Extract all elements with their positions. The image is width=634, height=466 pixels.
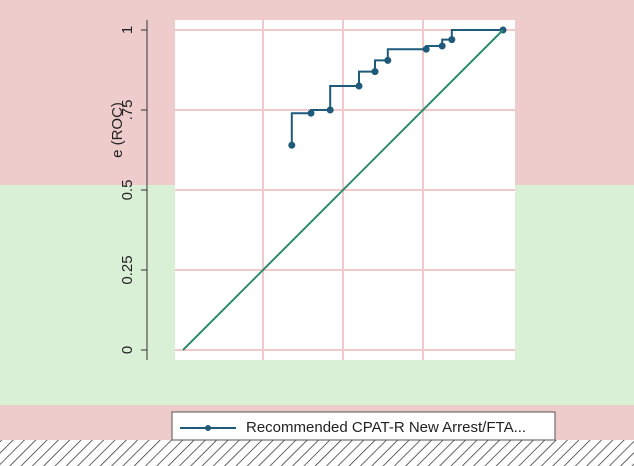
y-tick-label: 0.25 — [119, 255, 136, 284]
series-line — [182, 29, 504, 351]
legend: Recommended CPAT-R New Arrest/FTA... — [171, 411, 556, 441]
legend-marker — [205, 425, 211, 431]
y-tick-label: 0.5 — [119, 180, 136, 201]
point — [438, 42, 446, 50]
point — [371, 68, 379, 76]
y-tick-label: 0 — [119, 346, 136, 354]
legend-label: Recommended CPAT-R New Arrest/FTA... — [246, 419, 526, 436]
point — [326, 106, 334, 114]
point — [448, 36, 456, 44]
point — [355, 82, 363, 90]
point — [307, 109, 315, 117]
legend-box — [171, 411, 556, 441]
y-tick-label: .75 — [119, 100, 136, 121]
point — [422, 45, 430, 53]
y-tick-label: 1 — [119, 26, 136, 34]
point — [288, 141, 296, 149]
hatch-strip — [0, 440, 634, 466]
y-axis-title: e (ROC) — [109, 102, 126, 158]
point — [384, 56, 392, 64]
